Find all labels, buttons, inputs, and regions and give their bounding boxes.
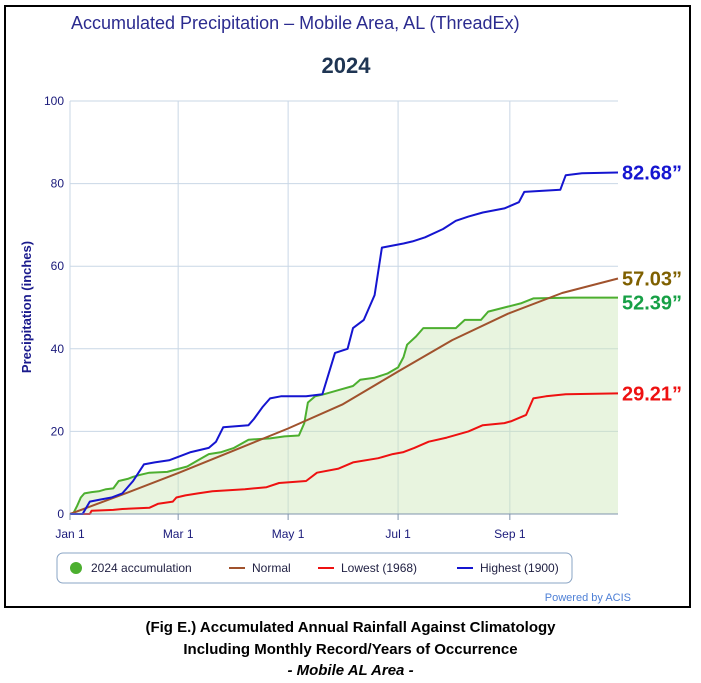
legend-box: [56, 552, 573, 584]
x-tick-label: Jul 1: [385, 527, 411, 541]
x-tick-label: Sep 1: [494, 527, 526, 541]
x-tick-label: May 1: [272, 527, 305, 541]
legend-label: Normal: [252, 561, 291, 575]
legend[interactable]: 2024 accumulation Normal Lowest (1968) High…: [56, 552, 573, 584]
series-line-normal[interactable]: [69, 277, 619, 515]
series-layer: [69, 171, 619, 515]
chart-frame: [4, 5, 691, 608]
legend-item-lowest-1968[interactable]: Lowest (1968): [318, 561, 417, 575]
chart-title: Accumulated Precipitation – Mobile Area,…: [71, 13, 520, 33]
legend-label: Lowest (1968): [341, 561, 417, 575]
figure-caption-line-2: Including Monthly Record/Years of Occurr…: [183, 641, 518, 658]
y-axis-label: Precipitation (inches): [19, 241, 34, 373]
x-tick-label: Jan 1: [55, 527, 85, 541]
legend-item-highest-1900[interactable]: Highest (1900): [457, 561, 559, 575]
y-tick-label: 0: [57, 507, 64, 521]
chart-subtitle: 2024: [322, 53, 372, 78]
end-labels: 82.68” 57.03”52.39” 29.21”: [622, 163, 682, 406]
end-value-normal: 57.03”: [622, 268, 682, 290]
y-tick-label: 20: [51, 424, 65, 438]
series-area-2024-accumulation: [70, 297, 618, 514]
axis-layer: 0 20 40 60 80 100 Jan 1 Mar 1 May 1 Jul 1 Sep 1: [44, 94, 618, 541]
area-layer: [70, 297, 618, 514]
legend-label: 2024 accumulation: [91, 561, 192, 575]
end-value-highest-1900: 82.68”: [622, 163, 682, 185]
figure-caption-line-3: - Mobile AL Area -: [287, 662, 414, 679]
series-line-2024-accumulation[interactable]: [69, 296, 618, 515]
series-line-lowest-1968[interactable]: [70, 392, 619, 515]
series-line-highest-1900[interactable]: [70, 171, 619, 515]
y-tick-label: 100: [44, 94, 64, 108]
x-tick-label: Mar 1: [163, 527, 194, 541]
y-tick-label: 40: [51, 342, 65, 356]
acis-credit[interactable]: Powered by ACIS: [545, 592, 631, 604]
legend-item-normal[interactable]: Normal: [229, 561, 291, 575]
legend-item-2024-accumulation[interactable]: 2024 accumulation: [70, 561, 192, 575]
figure-caption-line-1: (Fig E.) Accumulated Annual Rainfall Aga…: [145, 619, 556, 636]
precipitation-chart: Accumulated Precipitation – Mobile Area,…: [19, 13, 682, 604]
y-tick-label: 80: [51, 177, 65, 191]
y-tick-label: 60: [51, 259, 65, 273]
legend-marker-dot: [70, 562, 82, 574]
legend-label: Highest (1900): [480, 561, 559, 575]
end-value-lowest-1968: 29.21”: [622, 383, 682, 405]
end-value-2024-accumulation: 52.39”: [622, 292, 682, 314]
